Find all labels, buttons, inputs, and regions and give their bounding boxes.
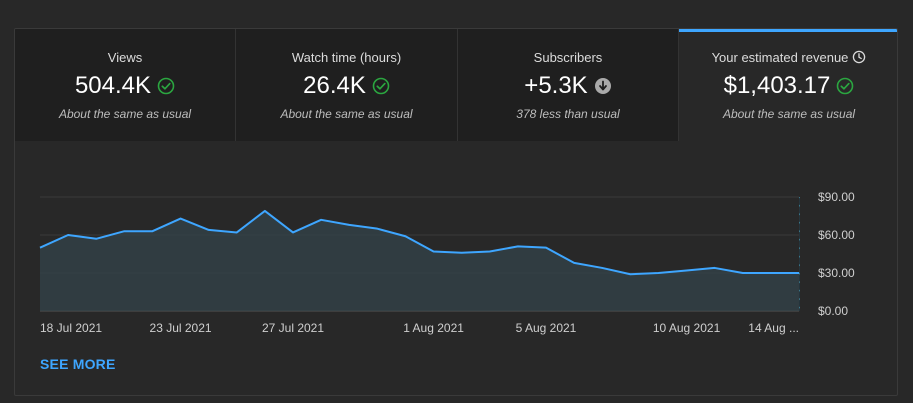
data-point	[770, 272, 772, 274]
check-circle-icon	[157, 77, 175, 95]
data-point	[489, 250, 491, 252]
tab-subscribers[interactable]: Subscribers +5.3K 378 less than usual	[458, 29, 679, 141]
data-point	[264, 210, 266, 212]
x-tick-label: 1 Aug 2021	[403, 321, 464, 335]
analytics-card: Views 504.4K About the same as usual Wat…	[14, 28, 898, 396]
tab-watch-time-value: 26.4K	[303, 72, 366, 99]
x-tick-label: 23 Jul 2021	[150, 321, 212, 335]
data-point	[39, 247, 41, 249]
tab-estimated-revenue[interactable]: Your estimated revenue $1,403.17 About t…	[679, 29, 897, 141]
tab-views[interactable]: Views 504.4K About the same as usual	[15, 29, 236, 141]
data-point	[714, 267, 716, 269]
tab-watch-time[interactable]: Watch time (hours) 26.4K About the same …	[236, 29, 458, 141]
tab-views-value: 504.4K	[74, 72, 152, 99]
tab-revenue-label: Your estimated revenue	[711, 50, 849, 65]
data-point	[545, 247, 547, 249]
data-point	[461, 252, 463, 254]
tab-subscribers-label: Subscribers	[533, 50, 603, 65]
tab-views-label: Views	[107, 50, 143, 65]
revenue-area	[40, 210, 799, 311]
revenue-chart-svg: $0.00 $30.00 $60.00 $90.00 18 Jul 2021 23 Jul…	[39, 190, 855, 335]
data-point	[742, 272, 744, 274]
data-point	[348, 224, 350, 226]
data-point	[151, 230, 153, 232]
data-point	[67, 234, 69, 236]
data-point	[320, 219, 322, 221]
check-circle-icon	[372, 77, 390, 95]
x-tick-label: 14 Aug ...	[748, 321, 799, 335]
clock-icon[interactable]	[852, 50, 866, 64]
data-point	[180, 218, 182, 220]
revenue-line	[39, 209, 799, 276]
data-point	[376, 228, 378, 230]
tab-watch-time-label: Watch time (hours)	[291, 50, 402, 65]
tab-subscribers-value: +5.3K	[524, 72, 588, 99]
partial-data-region	[799, 197, 800, 311]
data-point	[657, 272, 659, 274]
tab-revenue-value: $1,403.17	[723, 72, 831, 99]
data-point	[123, 230, 125, 232]
data-point	[601, 267, 603, 269]
x-tick-label: 5 Aug 2021	[516, 321, 577, 335]
x-tick-label: 10 Aug 2021	[653, 321, 721, 335]
x-tick-label: 27 Jul 2021	[262, 321, 324, 335]
data-point	[404, 235, 406, 237]
tab-views-sub: About the same as usual	[58, 107, 192, 121]
down-arrow-circle-icon	[594, 77, 612, 95]
y-tick-label: $0.00	[818, 304, 848, 318]
x-tick-label: 18 Jul 2021	[40, 321, 102, 335]
tab-revenue-sub: About the same as usual	[722, 107, 856, 121]
y-tick-label: $30.00	[818, 266, 855, 280]
metric-tabs: Views 504.4K About the same as usual Wat…	[15, 29, 897, 141]
tab-subscribers-sub: 378 less than usual	[516, 107, 620, 121]
data-point	[292, 231, 294, 233]
y-tick-label: $60.00	[818, 228, 855, 242]
see-more-link[interactable]: SEE MORE	[40, 356, 116, 372]
data-point	[433, 250, 435, 252]
check-circle-icon	[836, 77, 854, 95]
y-tick-label: $90.00	[818, 190, 855, 204]
data-point	[208, 229, 210, 231]
tab-revenue-label-row: Your estimated revenue	[679, 50, 897, 65]
data-point	[95, 238, 97, 240]
data-point	[236, 231, 238, 233]
tab-watch-time-sub: About the same as usual	[280, 107, 413, 121]
data-point	[573, 262, 575, 264]
data-point	[517, 245, 519, 247]
data-point	[629, 273, 631, 275]
data-point	[686, 269, 688, 271]
revenue-chart: $0.00 $30.00 $60.00 $90.00 18 Jul 2021 23 Jul…	[15, 141, 897, 395]
data-point	[798, 272, 800, 274]
